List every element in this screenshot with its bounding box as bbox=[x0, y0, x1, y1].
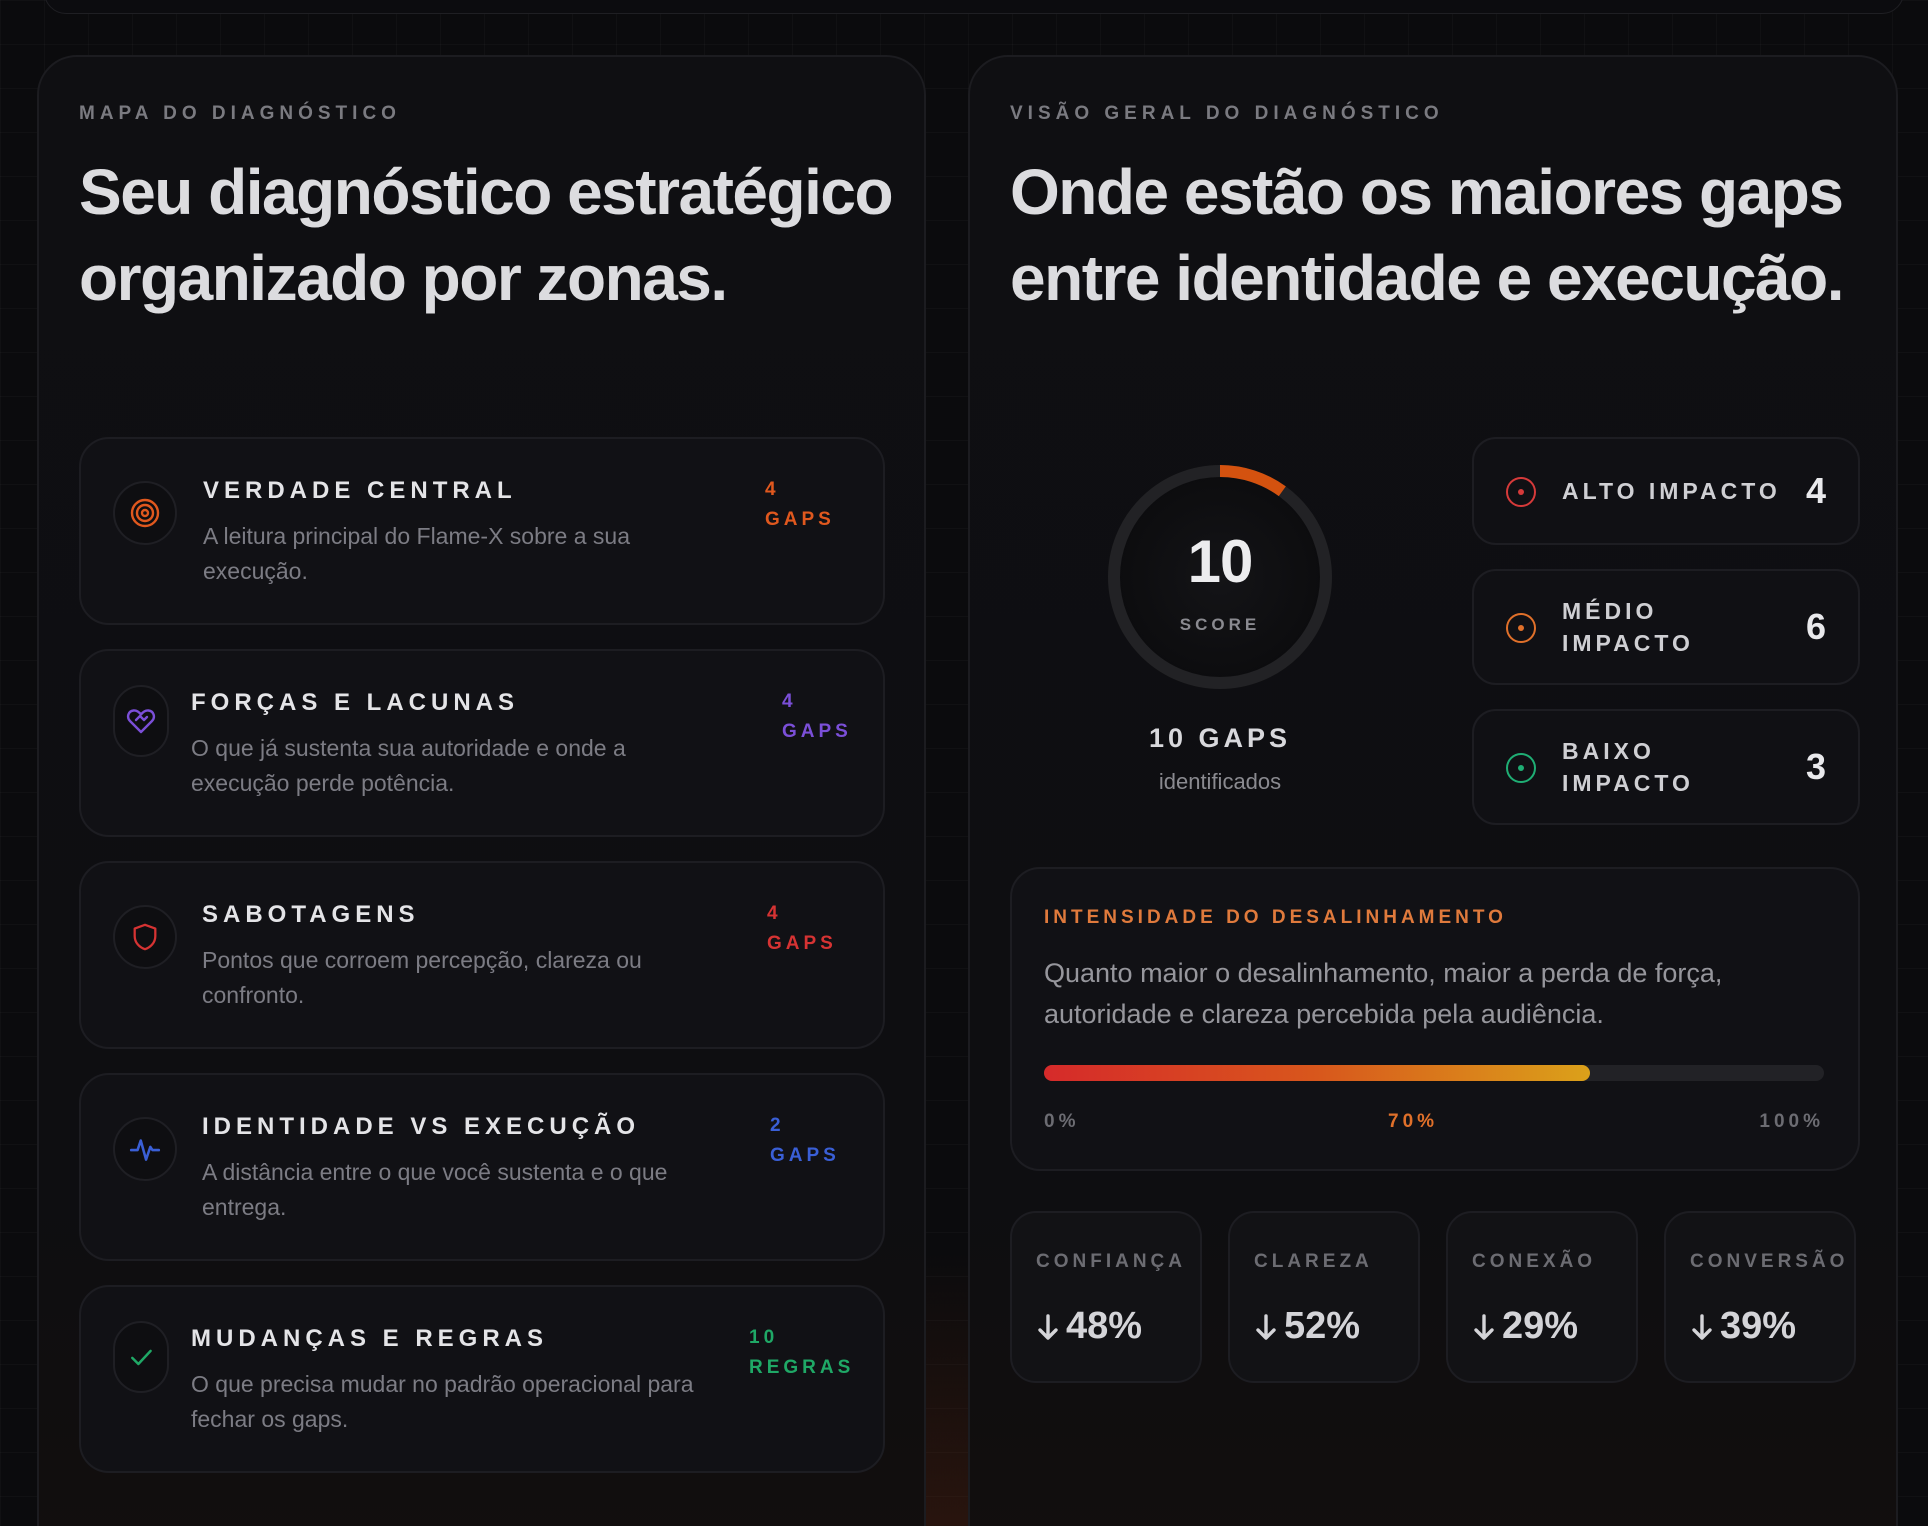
intensity-bar-track bbox=[1044, 1065, 1824, 1081]
zone-count: 4 GAPS bbox=[782, 687, 852, 747]
metric-card-confianca: CONFIANÇA 48% bbox=[1010, 1211, 1202, 1383]
arrow-down-icon bbox=[1474, 1313, 1494, 1340]
metric-card-clareza: CLAREZA 52% bbox=[1228, 1211, 1420, 1383]
zone-description: Pontos que corroem percepção, clareza ou… bbox=[202, 947, 642, 1008]
zone-count: 4 GAPS bbox=[765, 475, 835, 535]
arrow-down-icon bbox=[1692, 1313, 1712, 1340]
metric-value: 48% bbox=[1066, 1305, 1143, 1347]
intensity-tick-max: 100% bbox=[1759, 1111, 1824, 1132]
metric-label: CONEXÃO bbox=[1472, 1251, 1597, 1272]
intensity-eyebrow: INTENSIDADE DO DESALINHAMENTO bbox=[1044, 907, 1507, 928]
intensity-text: Quanto maior o desalinhamento, maior a p… bbox=[1044, 958, 1723, 1029]
metric-value: 39% bbox=[1720, 1305, 1797, 1347]
zone-description: O que já sustenta sua autoridade e onde … bbox=[191, 735, 626, 796]
target-dot-icon bbox=[1506, 613, 1536, 643]
metric-label: CONVERSÃO bbox=[1690, 1251, 1849, 1272]
zone-card-identidade-vs-execucao[interactable]: IDENTIDADE VS EXECUÇÃO A distância entre… bbox=[79, 1073, 885, 1261]
intensity-tick-min: 0% bbox=[1044, 1111, 1080, 1132]
activity-icon bbox=[113, 1117, 177, 1181]
impact-card-baixo[interactable]: BAIXO IMPACTO 3 bbox=[1472, 709, 1860, 825]
zone-count: 4 GAPS bbox=[767, 899, 837, 959]
impact-card-alto[interactable]: ALTO IMPACTO 4 bbox=[1472, 437, 1860, 545]
intensity-bar-fill bbox=[1044, 1065, 1590, 1081]
impact-value: 6 bbox=[1805, 606, 1826, 647]
arrow-down-icon bbox=[1038, 1313, 1058, 1340]
metric-value-row: 48% bbox=[1036, 1305, 1142, 1348]
diagnostic-overview-panel: VISÃO GERAL DO DIAGNÓSTICO Onde estão os… bbox=[968, 55, 1898, 1526]
impact-card-medio[interactable]: MÉDIO IMPACTO 6 bbox=[1472, 569, 1860, 685]
zone-count-number: 4 bbox=[782, 691, 797, 712]
zone-count: 10 REGRAS bbox=[749, 1323, 854, 1383]
zone-count-number: 4 bbox=[765, 479, 780, 500]
impact-value: 4 bbox=[1805, 470, 1826, 511]
metric-label: CLAREZA bbox=[1254, 1251, 1373, 1272]
metric-value-row: 29% bbox=[1472, 1305, 1578, 1348]
shield-icon bbox=[113, 905, 177, 969]
impact-label: MÉDIO IMPACTO bbox=[1562, 598, 1694, 656]
score-ring-progress bbox=[1108, 465, 1332, 689]
zone-count-unit: GAPS bbox=[770, 1145, 840, 1166]
zone-count-unit: GAPS bbox=[782, 721, 852, 742]
impact-label: BAIXO IMPACTO bbox=[1562, 738, 1694, 796]
zone-card-verdade-central[interactable]: VERDADE CENTRAL A leitura principal do F… bbox=[79, 437, 885, 625]
check-icon bbox=[113, 1321, 169, 1393]
zone-count-unit: GAPS bbox=[767, 933, 837, 954]
metric-card-conexao: CONEXÃO 29% bbox=[1446, 1211, 1638, 1383]
zone-card-sabotagens[interactable]: SABOTAGENS Pontos que corroem percepção,… bbox=[79, 861, 885, 1049]
zone-count-number: 4 bbox=[767, 903, 782, 924]
impact-label: ALTO IMPACTO bbox=[1562, 478, 1781, 504]
metric-value: 29% bbox=[1502, 1305, 1579, 1347]
overview-eyebrow: VISÃO GERAL DO DIAGNÓSTICO bbox=[1010, 103, 1444, 124]
heart-handshake-icon bbox=[113, 685, 169, 757]
score-ring: 10 SCORE bbox=[1100, 457, 1340, 697]
zone-count-number: 2 bbox=[770, 1115, 785, 1136]
impact-value: 3 bbox=[1805, 746, 1826, 787]
zone-count-unit: REGRAS bbox=[749, 1357, 855, 1378]
zone-count-unit: GAPS bbox=[765, 509, 835, 530]
misalignment-intensity-card: INTENSIDADE DO DESALINHAMENTO Quanto mai… bbox=[1010, 867, 1860, 1171]
metric-card-conversao: CONVERSÃO 39% bbox=[1664, 1211, 1856, 1383]
metric-value-row: 52% bbox=[1254, 1305, 1360, 1348]
target-dot-icon bbox=[1506, 753, 1536, 783]
map-headline: Seu diagnóstico estratégico organizado p… bbox=[79, 156, 894, 314]
zone-card-forcas-e-lacunas[interactable]: FORÇAS E LACUNAS O que já sustenta sua a… bbox=[79, 649, 885, 837]
overview-headline: Onde estão os maiores gaps entre identid… bbox=[1010, 156, 1845, 314]
zone-count-number: 10 bbox=[749, 1327, 779, 1348]
intensity-tick-mid: 70% bbox=[1388, 1111, 1439, 1132]
target-dot-icon bbox=[1506, 477, 1536, 507]
score-label: SCORE bbox=[1179, 615, 1261, 634]
top-bar bbox=[44, 0, 1904, 14]
zone-title: IDENTIDADE VS EXECUÇÃO bbox=[202, 1113, 641, 1140]
target-icon bbox=[113, 481, 177, 545]
zone-card-mudancas-e-regras[interactable]: MUDANÇAS E REGRAS O que precisa mudar no… bbox=[79, 1285, 885, 1473]
metric-value: 52% bbox=[1284, 1305, 1361, 1347]
zone-title: MUDANÇAS E REGRAS bbox=[191, 1325, 549, 1352]
zone-description: A distância entre o que você sustenta e … bbox=[202, 1159, 668, 1220]
arrow-down-icon bbox=[1256, 1313, 1276, 1340]
zone-title: SABOTAGENS bbox=[202, 901, 420, 928]
zone-title: FORÇAS E LACUNAS bbox=[191, 689, 520, 716]
zone-description: A leitura principal do Flame-X sobre a s… bbox=[203, 523, 630, 584]
map-eyebrow: MAPA DO DIAGNÓSTICO bbox=[79, 103, 401, 124]
zone-description: O que precisa mudar no padrão operaciona… bbox=[191, 1371, 694, 1432]
zone-count: 2 GAPS bbox=[770, 1111, 840, 1171]
diagnostic-map-panel: MAPA DO DIAGNÓSTICO Seu diagnóstico estr… bbox=[37, 55, 926, 1526]
zone-title: VERDADE CENTRAL bbox=[203, 477, 517, 504]
metric-value-row: 39% bbox=[1690, 1305, 1796, 1348]
gaps-total: 10 GAPS bbox=[1148, 723, 1292, 753]
score-value: 10 bbox=[1187, 528, 1254, 595]
gaps-subtitle: identificados bbox=[1158, 769, 1282, 794]
metric-label: CONFIANÇA bbox=[1036, 1251, 1186, 1272]
